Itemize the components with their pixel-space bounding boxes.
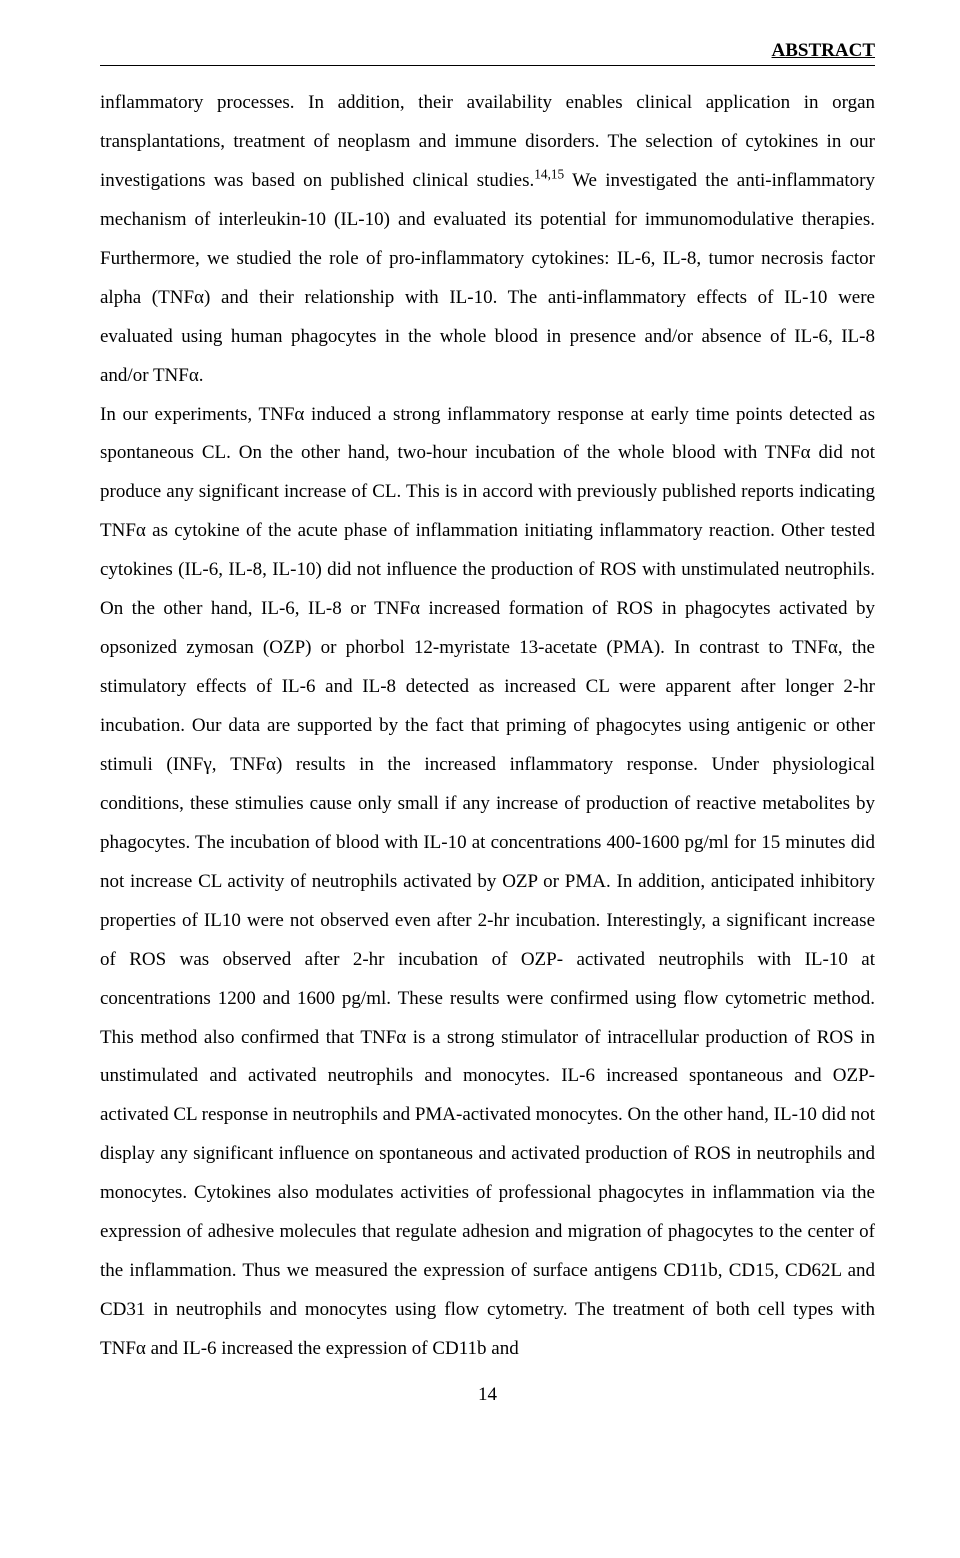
paragraph-segment-2: We investigated the anti-inflammatory me…	[100, 170, 875, 386]
body-text: inflammatory processes. In addition, the…	[100, 84, 875, 1369]
header-rule	[100, 65, 875, 66]
paragraph-segment-3: In our experiments, TNFα induced a stron…	[100, 404, 875, 1360]
section-header: ABSTRACT	[100, 40, 875, 62]
citation-superscript: 14,15	[534, 167, 564, 182]
page-number: 14	[100, 1384, 875, 1406]
